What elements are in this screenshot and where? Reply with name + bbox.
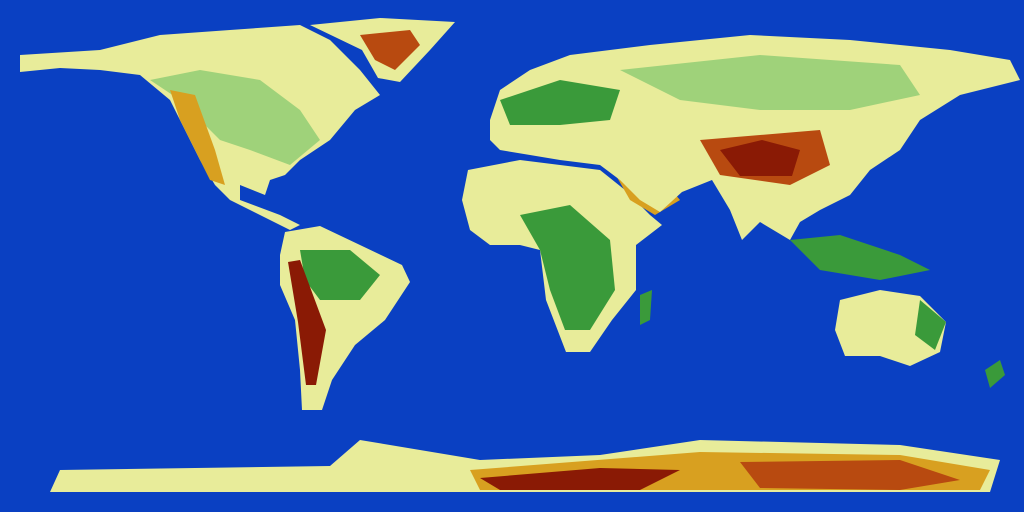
australia bbox=[835, 290, 946, 366]
greenland-ice bbox=[360, 30, 420, 70]
southeast-asia-islands bbox=[790, 235, 930, 280]
europe-lowland bbox=[500, 80, 620, 125]
rockies bbox=[170, 90, 225, 185]
antarctica-west-peaks bbox=[480, 468, 680, 490]
amazon bbox=[300, 250, 380, 300]
tibet bbox=[720, 140, 800, 176]
andes bbox=[288, 260, 326, 385]
new-zealand bbox=[985, 360, 1005, 388]
madagascar bbox=[640, 290, 652, 325]
north-america-lowland bbox=[150, 70, 320, 165]
antarctica-east-peaks bbox=[740, 460, 960, 490]
siberia bbox=[620, 55, 920, 110]
africa-central bbox=[520, 205, 615, 330]
australia-east bbox=[915, 300, 946, 350]
